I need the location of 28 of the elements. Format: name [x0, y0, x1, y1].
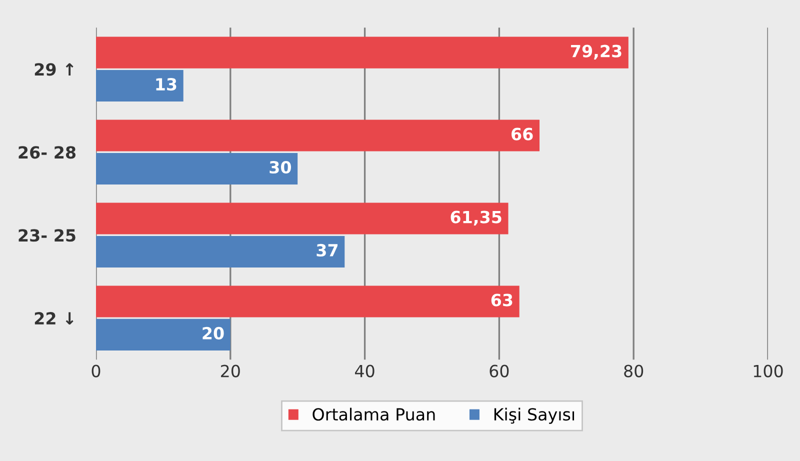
x-tick-label: 20 — [221, 364, 240, 378]
bar — [96, 286, 520, 318]
x-tick-label: 40 — [355, 364, 374, 378]
y-tick-label: 22 ↓ — [34, 312, 74, 324]
data-label: 30 — [270, 160, 291, 174]
data-label: 63 — [491, 294, 512, 306]
x-tick-label: 60 — [490, 364, 509, 378]
y-tick-label: 23- 25 — [18, 229, 76, 242]
bar — [96, 36, 628, 68]
data-label: 37 — [316, 244, 338, 257]
x-tick-label: 0 — [92, 364, 100, 378]
y-tick-label: 29 ↑ — [34, 63, 74, 76]
bar — [96, 120, 540, 152]
bar — [96, 152, 298, 184]
data-label: 79,23 — [571, 44, 622, 60]
data-label: 66 — [512, 128, 533, 140]
bar — [96, 70, 184, 102]
bar — [96, 202, 508, 234]
data-label: 13 — [156, 78, 176, 91]
x-tick-label: 100 — [754, 364, 783, 378]
legend-label: Ortalama Puan — [312, 408, 435, 421]
bar — [96, 236, 345, 268]
x-tick-label: 80 — [624, 364, 644, 378]
bar — [96, 318, 230, 350]
legend-label: Kişi Sayısı — [494, 408, 574, 424]
y-tick-label: 26- 28 — [18, 146, 76, 159]
data-label: 20 — [202, 326, 224, 340]
data-label: 61,35 — [450, 210, 502, 226]
